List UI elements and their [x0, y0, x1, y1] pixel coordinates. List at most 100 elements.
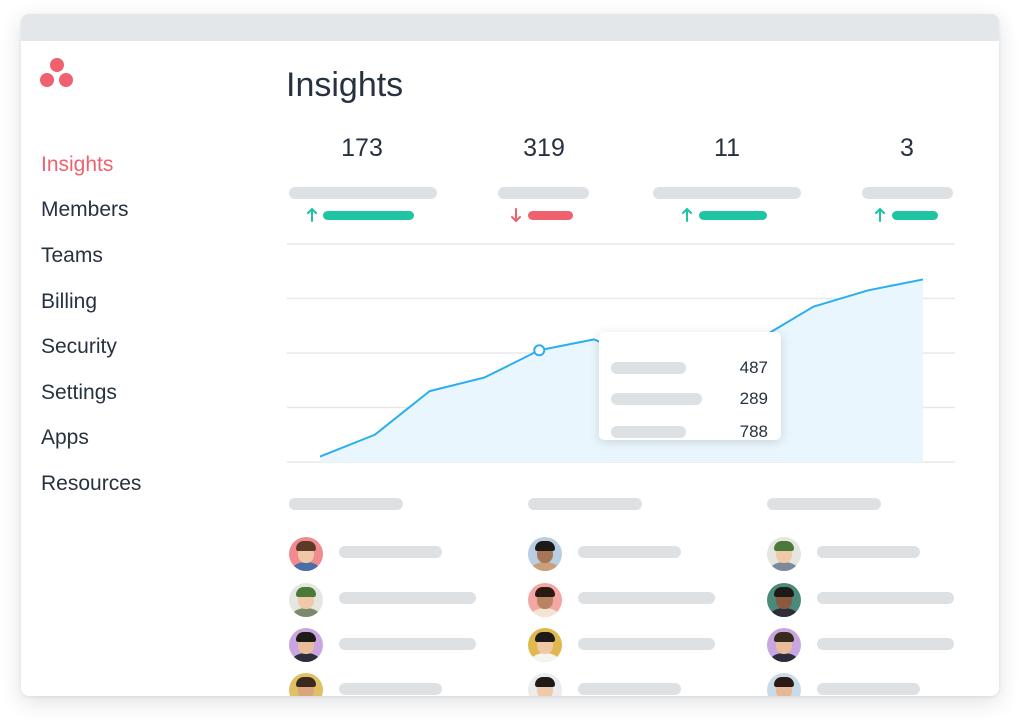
- chart-point[interactable]: [591, 336, 597, 342]
- tooltip-value: 289: [739, 389, 768, 408]
- member-name-placeholder: [578, 592, 715, 604]
- chart-point[interactable]: [481, 375, 487, 381]
- trend-bar: [892, 211, 938, 220]
- sidebar-item-label: Insights: [41, 152, 114, 176]
- chart-point[interactable]: [920, 276, 926, 282]
- sidebar-item-label: Members: [41, 198, 129, 222]
- avatar-hair: [774, 677, 794, 687]
- avatar[interactable]: [767, 537, 801, 571]
- sidebar-item-label: Billing: [41, 289, 98, 313]
- avatar-hair: [535, 677, 555, 687]
- stat-value: 319: [523, 134, 565, 162]
- avatar-hair: [535, 632, 555, 642]
- stat-label-placeholder: [498, 187, 589, 199]
- chart-point[interactable]: [427, 388, 433, 394]
- avatar[interactable]: [289, 628, 323, 662]
- avatar-hair: [535, 541, 555, 551]
- avatar[interactable]: [528, 537, 562, 571]
- avatar-shirt: [531, 653, 559, 662]
- tooltip-value: 487: [739, 358, 768, 377]
- member-name-placeholder: [578, 683, 681, 695]
- avatar-shirt: [770, 653, 798, 662]
- avatar-shirt: [292, 608, 320, 617]
- stat-label-placeholder: [289, 187, 437, 199]
- member-name-placeholder: [339, 683, 442, 695]
- avatar[interactable]: [528, 673, 562, 696]
- member-name-placeholder: [817, 592, 954, 604]
- tooltip-label-placeholder: [611, 426, 686, 438]
- avatar-shirt: [531, 562, 559, 571]
- avatar-hair: [296, 632, 316, 642]
- tooltip-label-placeholder: [611, 393, 702, 405]
- trend-bar: [699, 211, 767, 220]
- trend-up-icon: [682, 208, 692, 222]
- member-name-placeholder: [578, 638, 715, 650]
- tooltip-row: 289: [599, 389, 781, 409]
- sidebar-item-security[interactable]: Security: [41, 324, 241, 370]
- sidebar-item-label: Apps: [41, 426, 89, 450]
- avatar[interactable]: [528, 628, 562, 662]
- tooltip-label-placeholder: [611, 362, 686, 374]
- avatar[interactable]: [767, 673, 801, 696]
- chart-point[interactable]: [372, 432, 378, 438]
- trend-bar: [528, 211, 573, 220]
- stat-value: 173: [341, 134, 383, 162]
- sidebar-item-teams[interactable]: Teams: [41, 233, 241, 279]
- avatar-shirt: [531, 608, 559, 617]
- chart-point[interactable]: [317, 454, 323, 460]
- brand-logo-icon[interactable]: [40, 58, 74, 90]
- avatar[interactable]: [767, 583, 801, 617]
- logo-dot: [50, 58, 64, 72]
- stat-value: 3: [900, 134, 914, 162]
- avatar-shirt: [770, 562, 798, 571]
- avatar-hair: [774, 632, 794, 642]
- avatar-hair: [535, 587, 555, 597]
- avatar-shirt: [292, 653, 320, 662]
- avatar[interactable]: [289, 673, 323, 696]
- sidebar-item-resources[interactable]: Resources: [41, 461, 241, 507]
- member-name-placeholder: [817, 683, 920, 695]
- member-name-placeholder: [339, 546, 442, 558]
- page-title: Insights: [286, 66, 404, 104]
- avatar-hair: [296, 541, 316, 551]
- chart-point-highlighted[interactable]: [533, 344, 546, 357]
- member-name-placeholder: [578, 546, 681, 558]
- column-header-placeholder: [289, 498, 403, 510]
- sidebar-nav: Insights Members Teams Billing Security …: [41, 142, 241, 507]
- sidebar-item-billing[interactable]: Billing: [41, 279, 241, 325]
- sidebar-item-settings[interactable]: Settings: [41, 370, 241, 416]
- sidebar-item-insights[interactable]: Insights: [41, 142, 241, 188]
- avatar[interactable]: [528, 583, 562, 617]
- column-header-placeholder: [528, 498, 642, 510]
- avatar[interactable]: [767, 628, 801, 662]
- avatar-hair: [296, 677, 316, 687]
- avatar-hair: [774, 587, 794, 597]
- sidebar-item-apps[interactable]: Apps: [41, 416, 241, 462]
- trend-bar: [323, 211, 414, 220]
- trend-up-icon: [875, 208, 885, 222]
- stat-label-placeholder: [862, 187, 953, 199]
- chart-point[interactable]: [865, 287, 871, 293]
- avatar-shirt: [770, 608, 798, 617]
- member-name-placeholder: [339, 638, 476, 650]
- avatar-shirt: [292, 562, 320, 571]
- sidebar-item-label: Security: [41, 335, 117, 359]
- window-titlebar: [21, 14, 999, 41]
- logo-dot: [59, 73, 73, 87]
- sidebar-item-label: Resources: [41, 471, 142, 495]
- sidebar-item-label: Teams: [41, 243, 103, 267]
- member-name-placeholder: [817, 546, 920, 558]
- chart-tooltip: 487 289 788: [599, 332, 781, 441]
- column-header-placeholder: [767, 498, 881, 510]
- tooltip-value: 788: [739, 422, 768, 441]
- avatar[interactable]: [289, 537, 323, 571]
- trend-up-icon: [307, 208, 317, 222]
- member-name-placeholder: [817, 638, 954, 650]
- sidebar-item-members[interactable]: Members: [41, 188, 241, 234]
- tooltip-row: 487: [599, 358, 781, 378]
- logo-dot: [40, 73, 54, 87]
- avatar[interactable]: [289, 583, 323, 617]
- chart-point[interactable]: [810, 304, 816, 310]
- sidebar-item-label: Settings: [41, 380, 117, 404]
- app-window: Insights Members Teams Billing Security …: [21, 14, 999, 696]
